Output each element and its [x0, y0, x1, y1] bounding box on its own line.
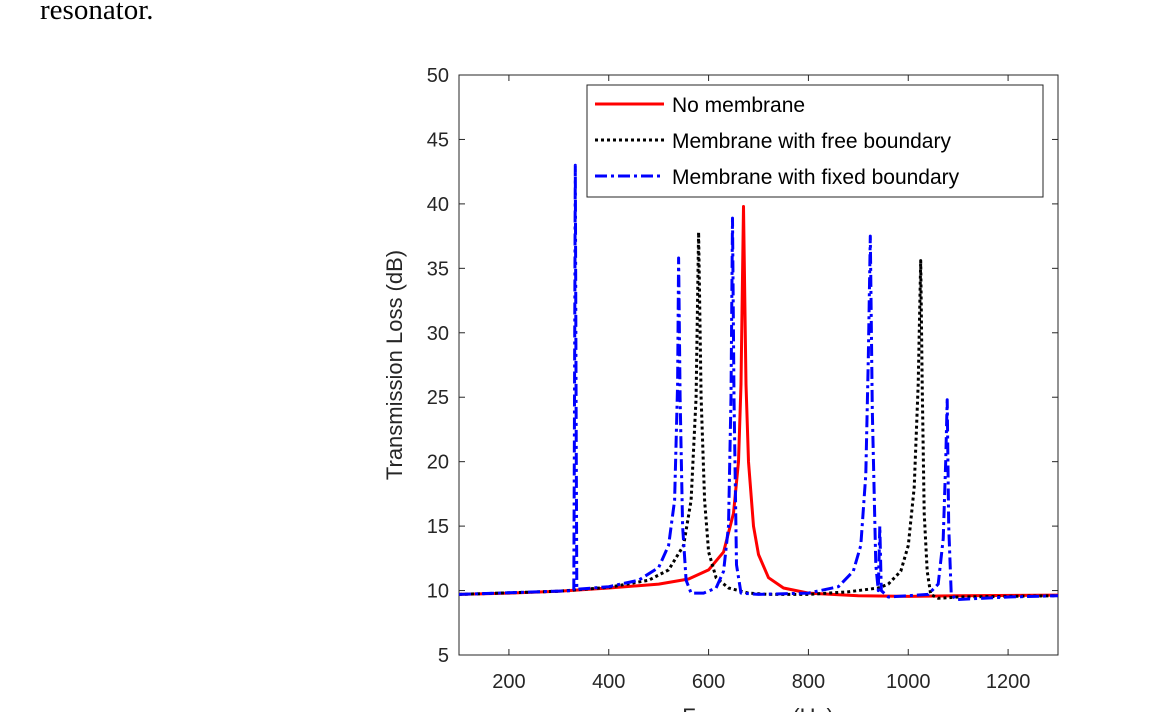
- legend-label: No membrane: [672, 94, 805, 117]
- document-text: resonator.: [40, 0, 154, 26]
- y-tick-label: 5: [438, 645, 449, 667]
- x-axis-label: Frequency (Hz): [682, 704, 834, 712]
- x-tick-label: 200: [492, 671, 525, 693]
- series-line-3: [459, 163, 1058, 602]
- x-tick-label: 400: [592, 671, 625, 693]
- y-tick-label: 50: [427, 65, 449, 87]
- y-tick-label: 30: [427, 323, 449, 345]
- series-line-2: [459, 230, 1058, 600]
- y-tick-label: 20: [427, 452, 449, 474]
- y-axis-label: Transmission Loss (dB): [382, 250, 407, 480]
- y-tick-label: 15: [427, 516, 449, 538]
- y-tick-label: 40: [427, 194, 449, 216]
- legend: No membrane Membrane with free boundary Me…: [586, 84, 1044, 198]
- legend-label: Membrane with free boundary: [672, 130, 951, 153]
- x-tick-label: 600: [692, 671, 725, 693]
- x-tick-label: 1000: [886, 671, 931, 693]
- y-tick-label: 45: [427, 129, 449, 151]
- x-tick-label: 800: [792, 671, 825, 693]
- x-tick-label: 1200: [986, 671, 1031, 693]
- legend-label: Membrane with fixed boundary: [672, 166, 960, 189]
- y-tick-label: 10: [427, 581, 449, 603]
- y-tick-label: 35: [427, 258, 449, 280]
- y-tick-label: 25: [427, 387, 449, 409]
